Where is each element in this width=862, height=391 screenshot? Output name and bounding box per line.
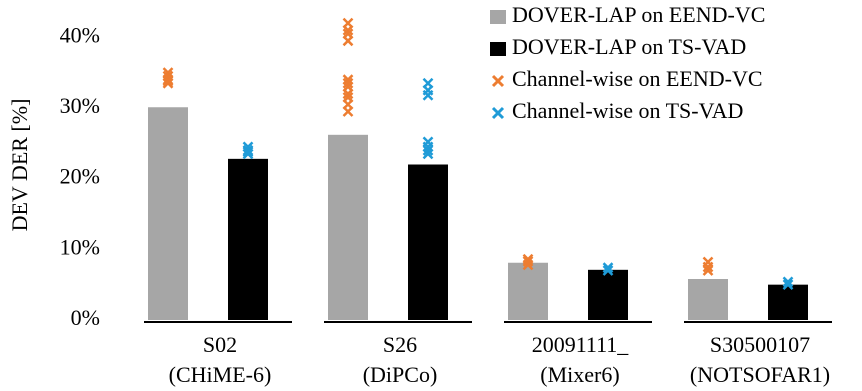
y-tick-label: 30% (60, 93, 100, 118)
x-tick-label: 20091111_ (532, 332, 630, 357)
scatter-marker (602, 265, 614, 276)
x-tick-label: S02 (203, 332, 237, 357)
scatter-marker (342, 91, 354, 103)
scatter-marker (522, 255, 534, 267)
legend-swatch (490, 42, 506, 56)
legend-label: DOVER-LAP on EEND-VC (512, 2, 765, 27)
legend-swatch (490, 10, 506, 24)
y-axis-label: DEV DER [%] (7, 99, 32, 232)
scatter-marker (522, 253, 534, 265)
bar (228, 158, 268, 320)
scatter-marker (422, 136, 434, 148)
bar (588, 269, 628, 320)
y-tick-label: 40% (60, 22, 100, 47)
scatter-marker (342, 74, 354, 86)
scatter-marker (422, 77, 434, 89)
scatter-marker (782, 276, 794, 288)
scatter-marker (162, 75, 174, 87)
x-tick-label: S30500107 (710, 332, 810, 357)
scatter-marker (162, 67, 174, 78)
scatter-marker (702, 265, 714, 276)
legend-label: Channel-wise on TS-VAD (512, 98, 743, 123)
x-tick-label: (NOTSOFAR1) (690, 362, 830, 387)
scatter-marker (242, 146, 254, 158)
y-tick-label: 20% (60, 164, 100, 189)
scatter-marker (422, 144, 434, 156)
x-tick-label: (CHiME-6) (169, 362, 272, 387)
scatter-marker (702, 256, 714, 268)
bar (148, 107, 188, 320)
bar (688, 279, 728, 320)
bar (408, 164, 448, 320)
scatter-marker (342, 28, 354, 40)
y-tick-label: 0% (71, 305, 100, 330)
y-tick-label: 10% (60, 234, 100, 259)
x-tick-label: S26 (383, 332, 417, 357)
scatter-marker (342, 17, 354, 29)
bar (328, 134, 368, 320)
scatter-marker (782, 279, 794, 291)
legend-label: Channel-wise on EEND-VC (512, 66, 763, 91)
scatter-marker (602, 262, 614, 274)
legend-swatch (491, 106, 505, 120)
scatter-marker (342, 77, 354, 89)
x-tick-label: (DiPCo) (363, 362, 438, 387)
legend-swatch (491, 74, 505, 88)
x-tick-label: (Mixer6) (540, 362, 619, 387)
legend-label: DOVER-LAP on TS-VAD (512, 34, 746, 59)
bar (508, 262, 548, 320)
bar (768, 284, 808, 320)
